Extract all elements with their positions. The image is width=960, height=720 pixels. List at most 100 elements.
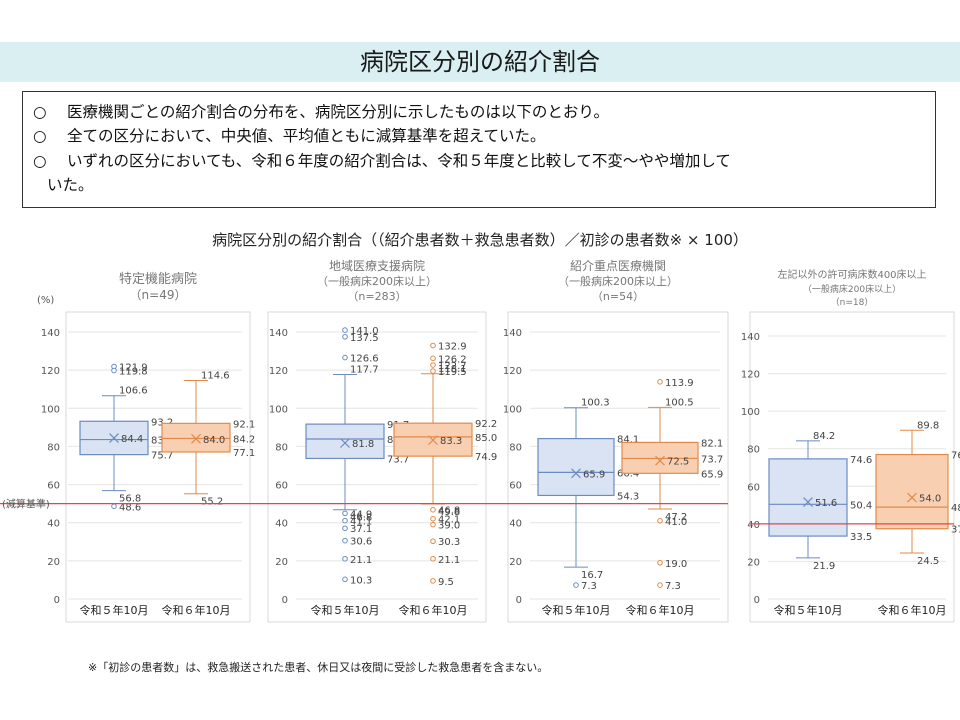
outlier-label: 42.1 <box>438 515 460 526</box>
x-category-label: 令和５年10月 <box>774 603 843 617</box>
median-label: 50.4 <box>850 500 872 511</box>
iqr-box <box>768 458 848 537</box>
iqr-box <box>305 423 385 460</box>
mean-marker <box>428 435 438 446</box>
mean-marker <box>109 433 119 443</box>
outlier-label: 113.9 <box>665 378 694 389</box>
q3-label: 92.1 <box>233 419 255 430</box>
chart-title: 病院区分別の紹介割合（（紹介患者数＋救急患者数）／初診の患者数※ × 100） <box>212 231 748 249</box>
y-tick-label: 140 <box>41 328 60 339</box>
q1-label: 37.4 <box>951 525 960 536</box>
outlier-point <box>342 354 348 361</box>
outlier-point <box>342 510 348 517</box>
whisker-low-label: 46.8 <box>350 513 372 524</box>
mean-marker <box>655 455 665 466</box>
q1-label: 74.9 <box>475 452 497 463</box>
y-tick-label: 20 <box>275 557 288 568</box>
median-label: 73.7 <box>701 454 723 465</box>
y-tick-label: 0 <box>282 595 288 606</box>
whisker-low-label: 47.2 <box>665 512 687 523</box>
panel-title: （n=49） <box>130 288 187 302</box>
panel-title: 特定機能病院 <box>119 272 197 287</box>
outlier-label: 126.6 <box>350 354 379 365</box>
q1-label: 75.7 <box>151 451 173 462</box>
y-tick-label: 20 <box>47 557 60 568</box>
x-category-label: 令和５年10月 <box>311 603 380 617</box>
median-label: 84.2 <box>233 434 255 445</box>
summary-bullet: ○ いずれの区分においても、令和６年度の紹介割合は、令和５年度と比較して不変〜やや… <box>33 149 731 171</box>
summary-bullet: ○ 医療機関ごとの紹介割合の分布を、病院区分別に示したものは以下のとおり。 <box>33 100 609 122</box>
y-tick-label: 140 <box>741 332 760 343</box>
y-tick-label: 140 <box>269 328 288 339</box>
y-tick-label: 60 <box>275 481 288 492</box>
threshold-label: (減算基準) <box>2 498 50 511</box>
panel-title: 左記以外の許可病床数400床以上 <box>777 268 926 281</box>
bullet-text: いずれの区分においても、令和６年度の紹介割合は、令和５年度と比較して不変〜やや増… <box>67 152 731 170</box>
mean-label: 54.0 <box>919 494 941 505</box>
panel-title: （一般病床200床以上） <box>558 274 678 288</box>
outlier-point <box>342 537 348 544</box>
outlier-point <box>430 355 436 362</box>
outlier-label: 48.6 <box>119 502 141 513</box>
bullet-text: 全ての区分において、中央値、平均値ともに減算基準を超えていた。 <box>67 127 546 145</box>
mean-label: 65.9 <box>583 469 605 480</box>
whisker-low-label: 24.5 <box>917 556 939 567</box>
summary-bullet: ○ 全ての区分において、中央値、平均値ともに減算基準を超えていた。 <box>33 124 546 146</box>
panel-title: 紹介重点医療機関 <box>570 258 666 273</box>
outlier-point <box>430 578 436 584</box>
y-tick-label: 60 <box>747 482 760 493</box>
q3-label: 82.1 <box>701 438 723 449</box>
y-tick-label: 0 <box>754 595 760 606</box>
y-tick-label: 60 <box>47 481 60 492</box>
outlier-point <box>342 333 348 340</box>
outlier-point <box>342 525 348 532</box>
y-tick-label: 40 <box>509 519 522 530</box>
y-tick-label: 100 <box>269 404 288 415</box>
outlier-point <box>430 362 436 368</box>
y-tick-label: 120 <box>41 366 60 377</box>
mean-marker <box>340 438 350 448</box>
whisker-high-label: 114.6 <box>201 370 230 381</box>
outlier-point <box>111 503 117 510</box>
bullet-circle-icon: ○ <box>33 103 47 121</box>
outlier-label: 41.0 <box>665 517 687 528</box>
whisker-high-label: 118.1 <box>438 364 467 375</box>
panel-title: （n=54） <box>592 290 644 303</box>
x-category-label: 令和５年10月 <box>542 603 611 617</box>
outlier-point <box>657 582 663 588</box>
whisker-high-label: 100.5 <box>665 397 694 408</box>
outlier-point <box>430 368 436 374</box>
x-category-label: 令和６年10月 <box>878 603 947 617</box>
mean-label: 84.4 <box>121 434 143 445</box>
median-label: 85.0 <box>475 433 497 444</box>
mean-label: 81.8 <box>352 439 374 450</box>
page-title: 病院区分別の紹介割合 <box>360 48 600 76</box>
x-category-label: 令和６年10月 <box>399 603 468 617</box>
y-tick-label: 80 <box>747 445 760 456</box>
bullet-text: 医療機関ごとの紹介割合の分布を、病院区分別に示したものは以下のとおり。 <box>67 103 610 121</box>
outlier-label: 141.0 <box>350 326 379 337</box>
outlier-label: 19.0 <box>665 559 687 570</box>
panel-title: （n=18） <box>831 297 874 308</box>
bullet-circle-icon: ○ <box>33 127 47 145</box>
summary-box: ○ 医療機関ごとの紹介割合の分布を、病院区分別に示したものは以下のとおり。 ○ 全て… <box>22 91 936 208</box>
footnote: ※「初診の患者数」は、救急搬送された患者、休日又は夜間に受診した救急患者を含まな… <box>88 661 549 674</box>
outlier-point <box>430 555 436 562</box>
whisker-high-label: 117.7 <box>350 365 379 376</box>
outlier-label: 10.3 <box>350 575 372 586</box>
q1-label: 73.7 <box>387 454 409 465</box>
y-tick-label: 20 <box>747 557 760 568</box>
y-tick-label: 0 <box>54 595 60 606</box>
q3-label: 84.1 <box>617 435 639 446</box>
q1-label: 33.5 <box>850 532 872 543</box>
y-tick-label: 120 <box>503 366 522 377</box>
whisker-high-label: 84.2 <box>813 431 835 442</box>
mean-marker <box>191 433 201 444</box>
y-tick-label: 80 <box>47 442 60 453</box>
y-tick-label: 40 <box>275 519 288 530</box>
outlier-label: 41.1 <box>350 517 372 528</box>
y-tick-label: 100 <box>503 404 522 415</box>
mean-label: 51.6 <box>815 498 837 509</box>
whisker-high-label: 89.8 <box>917 420 939 431</box>
outlier-point <box>342 555 348 562</box>
